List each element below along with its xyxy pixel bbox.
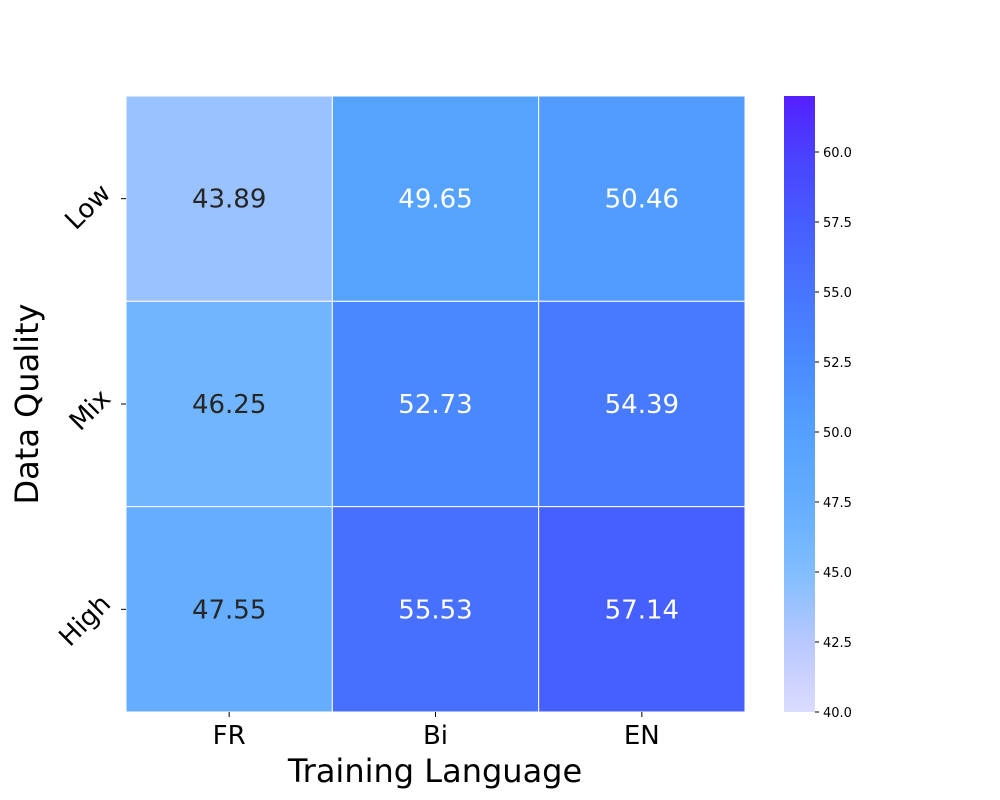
colorbar-tick-label: 52.5 <box>823 356 852 371</box>
x-tick-label: EN <box>624 721 660 751</box>
cell-value-label: 57.14 <box>605 595 679 625</box>
heatmap-cell <box>125 300 333 508</box>
cell-value-label: 47.55 <box>192 595 266 625</box>
y-tick-label: High <box>53 589 116 652</box>
colorbar-tick-label: 50.0 <box>823 426 852 441</box>
x-tick-label: FR <box>213 721 246 751</box>
cell-value-label: 55.53 <box>398 595 472 625</box>
cell-value-label: 52.73 <box>398 390 472 420</box>
cell-value-label: 54.39 <box>605 390 679 420</box>
heatmap-cell <box>331 300 540 508</box>
colorbar-tick-label: 57.5 <box>823 216 852 231</box>
cell-value-label: 49.65 <box>398 185 472 215</box>
colorbar-tick-label: 40.0 <box>823 706 852 721</box>
y-axis-label: Data Quality <box>8 304 46 505</box>
colorbar-tick-label: 42.5 <box>823 636 852 651</box>
colorbar-tick-label: 55.0 <box>823 286 852 301</box>
heatmap-cell <box>331 95 540 302</box>
colorbar-tick-label: 47.5 <box>823 496 852 511</box>
colorbar <box>784 96 815 712</box>
colorbar-tick-label: 60.0 <box>823 146 852 161</box>
y-tick-label: Low <box>60 178 117 235</box>
x-axis-label: Training Language <box>287 752 582 790</box>
heatmap-cell <box>538 95 746 302</box>
heatmap-cell <box>125 506 333 713</box>
heatmap-cell <box>125 95 333 302</box>
heatmap-cell <box>538 300 746 508</box>
cell-value-label: 50.46 <box>605 185 679 215</box>
colorbar-tick-label: 45.0 <box>823 566 852 581</box>
cell-value-label: 43.89 <box>192 185 266 215</box>
cell-value-label: 46.25 <box>192 390 266 420</box>
x-tick-label: Bi <box>423 721 448 751</box>
y-tick-label: Mix <box>64 384 117 437</box>
heatmap-cell <box>331 506 540 713</box>
